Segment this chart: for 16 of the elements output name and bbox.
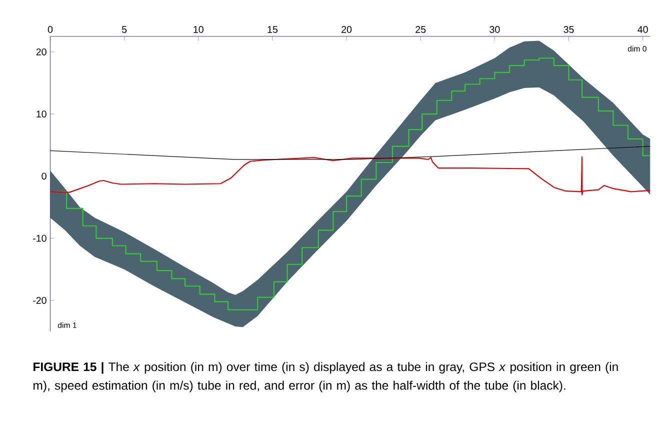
line-series [50,146,650,160]
x-tick-label: 40 [638,26,648,34]
y-tick-label: 0 [42,172,46,180]
x-tick-label: 30 [490,26,500,34]
x-tick-label: 10 [194,26,204,34]
y-tick-label: 10 [36,110,46,118]
x-tick-label: 20 [342,26,352,34]
y-tick-label: 20 [36,48,46,56]
x-tick-label: 15 [268,26,278,34]
text: FIGURE 15 | The x position (in m) over time (in s) displayed as a tube in gray, GPS x position in green (in m), speed estimation (in m/s) tube in red, and error (in m) as the half-width of the tube (in black). [34,362,618,392]
x-tick-label: 0 [48,26,53,34]
x-tick-label: 35 [564,26,574,34]
x-tick-label: 25 [416,26,426,34]
y-tick-label: -10 [33,235,46,242]
y-tick-label: -20 [33,297,46,304]
x-tick-label: 5 [122,26,127,34]
